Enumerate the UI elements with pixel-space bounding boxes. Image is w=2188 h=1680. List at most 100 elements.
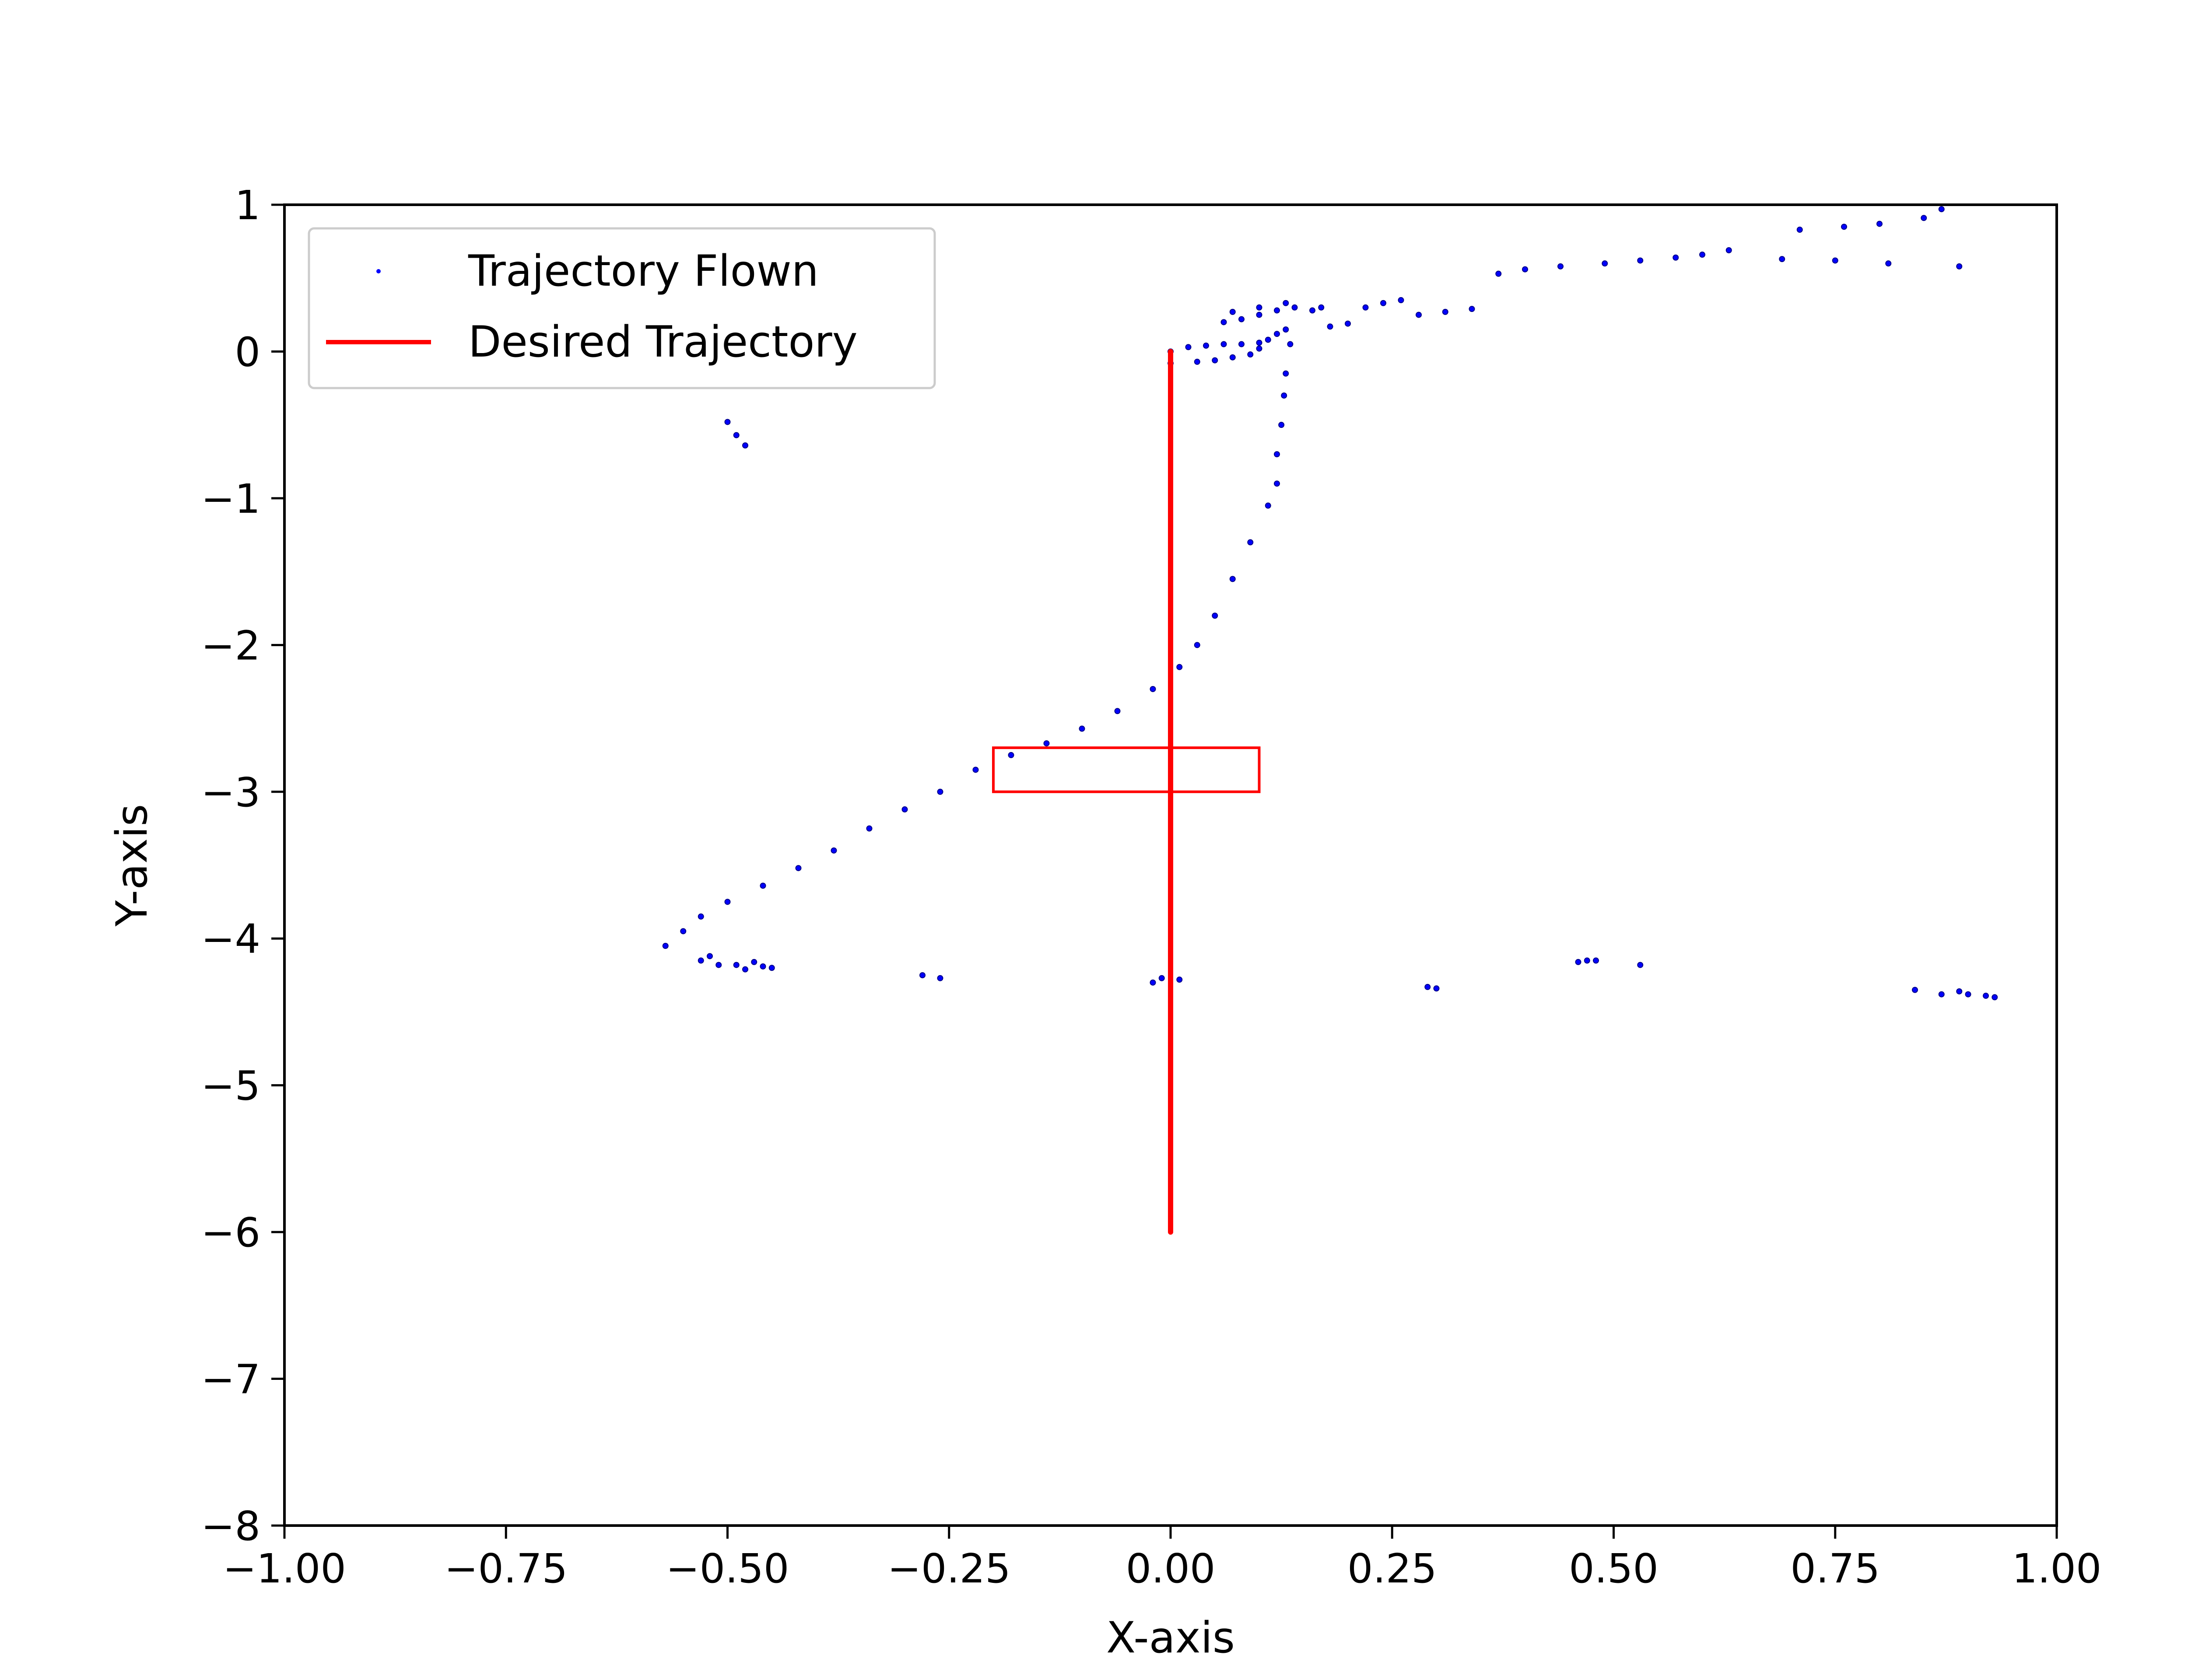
data-point: [1885, 260, 1892, 267]
data-point: [1416, 312, 1422, 318]
x-tick-label: 0.25: [1347, 1545, 1437, 1592]
data-point: [1114, 708, 1121, 714]
legend-label-trajectory-flown: Trajectory Flown: [468, 246, 819, 296]
data-point: [1256, 312, 1262, 318]
data-point: [1876, 220, 1883, 227]
y-tick-label: −7: [201, 1356, 260, 1403]
data-point: [1229, 308, 1236, 315]
data-point: [707, 953, 713, 959]
y-tick-label: −5: [201, 1063, 260, 1110]
data-point: [1008, 752, 1014, 758]
data-point: [1309, 307, 1315, 314]
data-point: [724, 419, 731, 425]
data-point: [724, 899, 731, 905]
data-point: [1921, 215, 1927, 221]
data-point: [1557, 263, 1564, 270]
data-point: [760, 882, 766, 889]
data-point: [1256, 304, 1262, 311]
data-point: [1150, 979, 1156, 986]
x-tick-label: −1.00: [223, 1545, 346, 1592]
y-tick-label: −2: [201, 622, 260, 669]
data-point: [698, 957, 704, 964]
data-point: [1442, 308, 1448, 315]
data-point: [680, 928, 687, 934]
data-point: [1983, 993, 1989, 999]
data-point: [1229, 354, 1236, 360]
y-tick-label: 0: [235, 329, 260, 375]
data-point: [1185, 344, 1192, 350]
y-tick-label: −1: [201, 476, 260, 522]
data-point: [1256, 345, 1262, 352]
data-point: [1345, 320, 1351, 327]
data-point: [1575, 959, 1581, 965]
x-tick-label: −0.50: [666, 1545, 789, 1592]
data-point: [751, 959, 757, 965]
x-tick-label: 0.00: [1126, 1545, 1216, 1592]
data-point: [1938, 206, 1945, 213]
data-point: [768, 965, 775, 971]
data-point: [1291, 304, 1298, 311]
data-point: [1043, 740, 1050, 747]
data-point: [1832, 257, 1838, 264]
x-tick-label: −0.25: [887, 1545, 1011, 1592]
data-point: [1194, 358, 1200, 365]
data-point: [919, 972, 926, 979]
data-point: [1256, 340, 1262, 346]
data-point: [742, 442, 748, 449]
data-point: [1584, 957, 1590, 964]
data-point: [1079, 725, 1085, 732]
data-point: [1912, 987, 1918, 993]
data-point: [1637, 962, 1644, 968]
data-point: [1469, 306, 1475, 312]
data-point: [1318, 304, 1325, 311]
data-point: [698, 913, 704, 920]
data-point: [1593, 957, 1599, 964]
data-point: [1956, 263, 1963, 270]
y-axis-ticks: 1 0 −1 −2 −3 −4 −5 −6 −7 −8: [201, 182, 284, 1550]
x-axis-label: X-axis: [1106, 1613, 1235, 1663]
data-point: [1362, 304, 1369, 311]
data-point: [1158, 975, 1165, 981]
data-point: [1673, 254, 1679, 261]
data-point: [866, 825, 873, 832]
data-point: [1220, 341, 1227, 347]
data-point: [760, 963, 766, 970]
data-point: [1265, 502, 1271, 509]
legend-label-desired-trajectory: Desired Trajectory: [468, 317, 858, 367]
data-point: [972, 766, 979, 773]
data-point: [1274, 307, 1280, 314]
data-point: [1212, 612, 1218, 619]
data-point: [1779, 256, 1785, 262]
data-point: [1380, 300, 1386, 306]
data-point: [1281, 392, 1287, 399]
data-point: [1327, 323, 1333, 330]
y-tick-label: −8: [201, 1503, 260, 1550]
data-point: [1965, 991, 1971, 998]
y-tick-label: −4: [201, 916, 260, 962]
annotation-rectangle-0: [992, 746, 1261, 793]
x-tick-label: 0.50: [1569, 1545, 1659, 1592]
data-point: [1274, 480, 1280, 487]
legend-box: [308, 227, 936, 389]
data-point: [1602, 260, 1608, 267]
data-point: [1992, 994, 1998, 1001]
data-point: [1194, 642, 1200, 648]
data-point: [795, 865, 802, 872]
data-point: [1433, 985, 1440, 992]
data-point: [1287, 341, 1294, 347]
x-axis-ticks: −1.00 −0.75 −0.50 −0.25 0.00 0.25 0.50 0.75 1.00: [223, 1526, 2101, 1592]
data-point: [901, 806, 908, 813]
data-point: [1203, 343, 1209, 349]
data-point: [1398, 297, 1404, 304]
chart-marks: [662, 206, 1998, 1235]
data-point: [1220, 319, 1227, 326]
plot-area: −1.00 −0.75 −0.50 −0.25 0.00 0.25 0.50 0.75 1.00…: [201, 182, 2101, 1592]
x-tick-label: 1.00: [2012, 1545, 2102, 1592]
data-point: [831, 847, 837, 854]
legend-marker-trajectory-flown: [376, 269, 381, 273]
data-point: [1247, 351, 1254, 358]
data-point: [1699, 252, 1705, 258]
data-point: [1229, 576, 1236, 582]
y-tick-label: −3: [201, 769, 260, 816]
